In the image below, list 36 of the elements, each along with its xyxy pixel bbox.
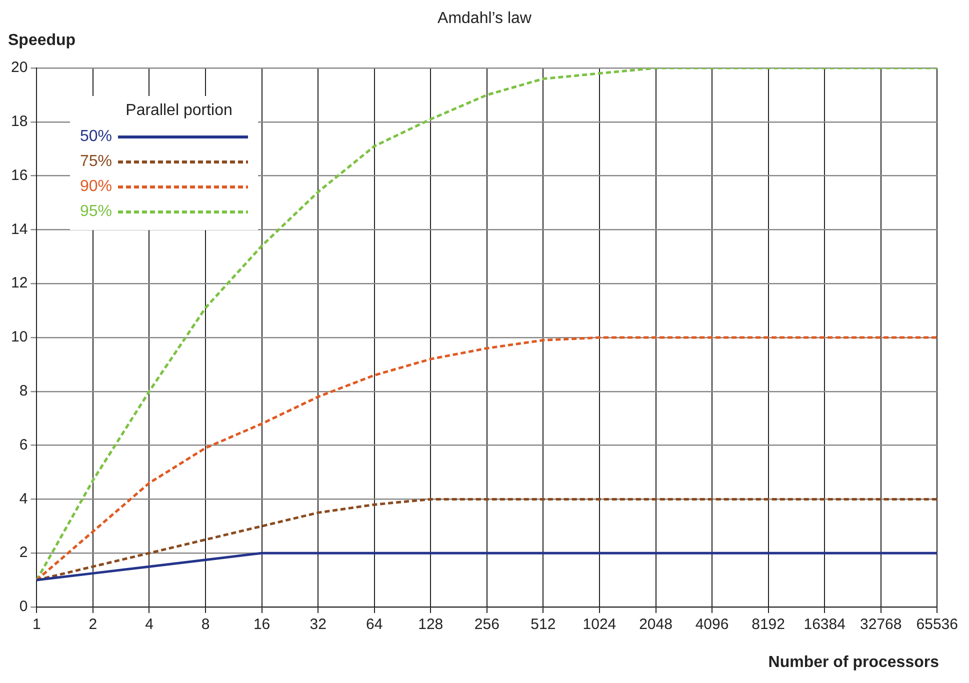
y-tick-label: 2 xyxy=(19,544,28,562)
text: 95% xyxy=(80,202,112,220)
y-tick-label: 4 xyxy=(19,490,28,508)
x-tick-label: 32 xyxy=(310,616,326,634)
y-axis-title: Speedup xyxy=(8,32,76,50)
x-tick-label: 2 xyxy=(88,616,98,634)
y-tick-label: 10 xyxy=(10,328,28,346)
x-tick-label: 8 xyxy=(201,616,210,634)
y-tick-label: 6 xyxy=(19,436,28,454)
x-tick-label: 256 xyxy=(474,616,500,634)
x-tick-label: 8192 xyxy=(752,616,785,634)
y-tick-label: 8 xyxy=(19,382,28,400)
x-tick-label: 128 xyxy=(418,616,444,634)
x-tick-label: 32768 xyxy=(860,616,902,634)
y-tick-label: 14 xyxy=(10,220,28,238)
y-tick-label: 12 xyxy=(10,274,28,292)
x-tick-label: 4 xyxy=(145,616,154,634)
legend-title: Parallel portion xyxy=(124,102,234,120)
y-tick-label: 18 xyxy=(10,113,28,130)
x-tick-label: 1 xyxy=(32,616,41,634)
x-tick-label: 512 xyxy=(530,616,556,634)
y-tick-label: 20 xyxy=(10,59,28,76)
text: 50% xyxy=(80,128,112,146)
y-tick-label: 0 xyxy=(19,598,28,616)
x-tick-label: 4096 xyxy=(695,616,729,634)
x-axis-title: Number of processors xyxy=(768,654,939,672)
x-tick-label: 64 xyxy=(366,616,383,634)
x-tick-label: 65536 xyxy=(916,616,958,634)
x-tick-label: 2048 xyxy=(639,616,672,634)
x-tick-label: 1024 xyxy=(582,616,616,634)
x-tick-label: 16384 xyxy=(804,616,846,634)
x-tick-label: 16 xyxy=(253,616,270,634)
text: 90% xyxy=(80,178,112,196)
y-tick-label: 16 xyxy=(10,166,28,184)
text: 75% xyxy=(80,152,112,170)
chart-title: Amdahl’s law xyxy=(436,10,532,28)
